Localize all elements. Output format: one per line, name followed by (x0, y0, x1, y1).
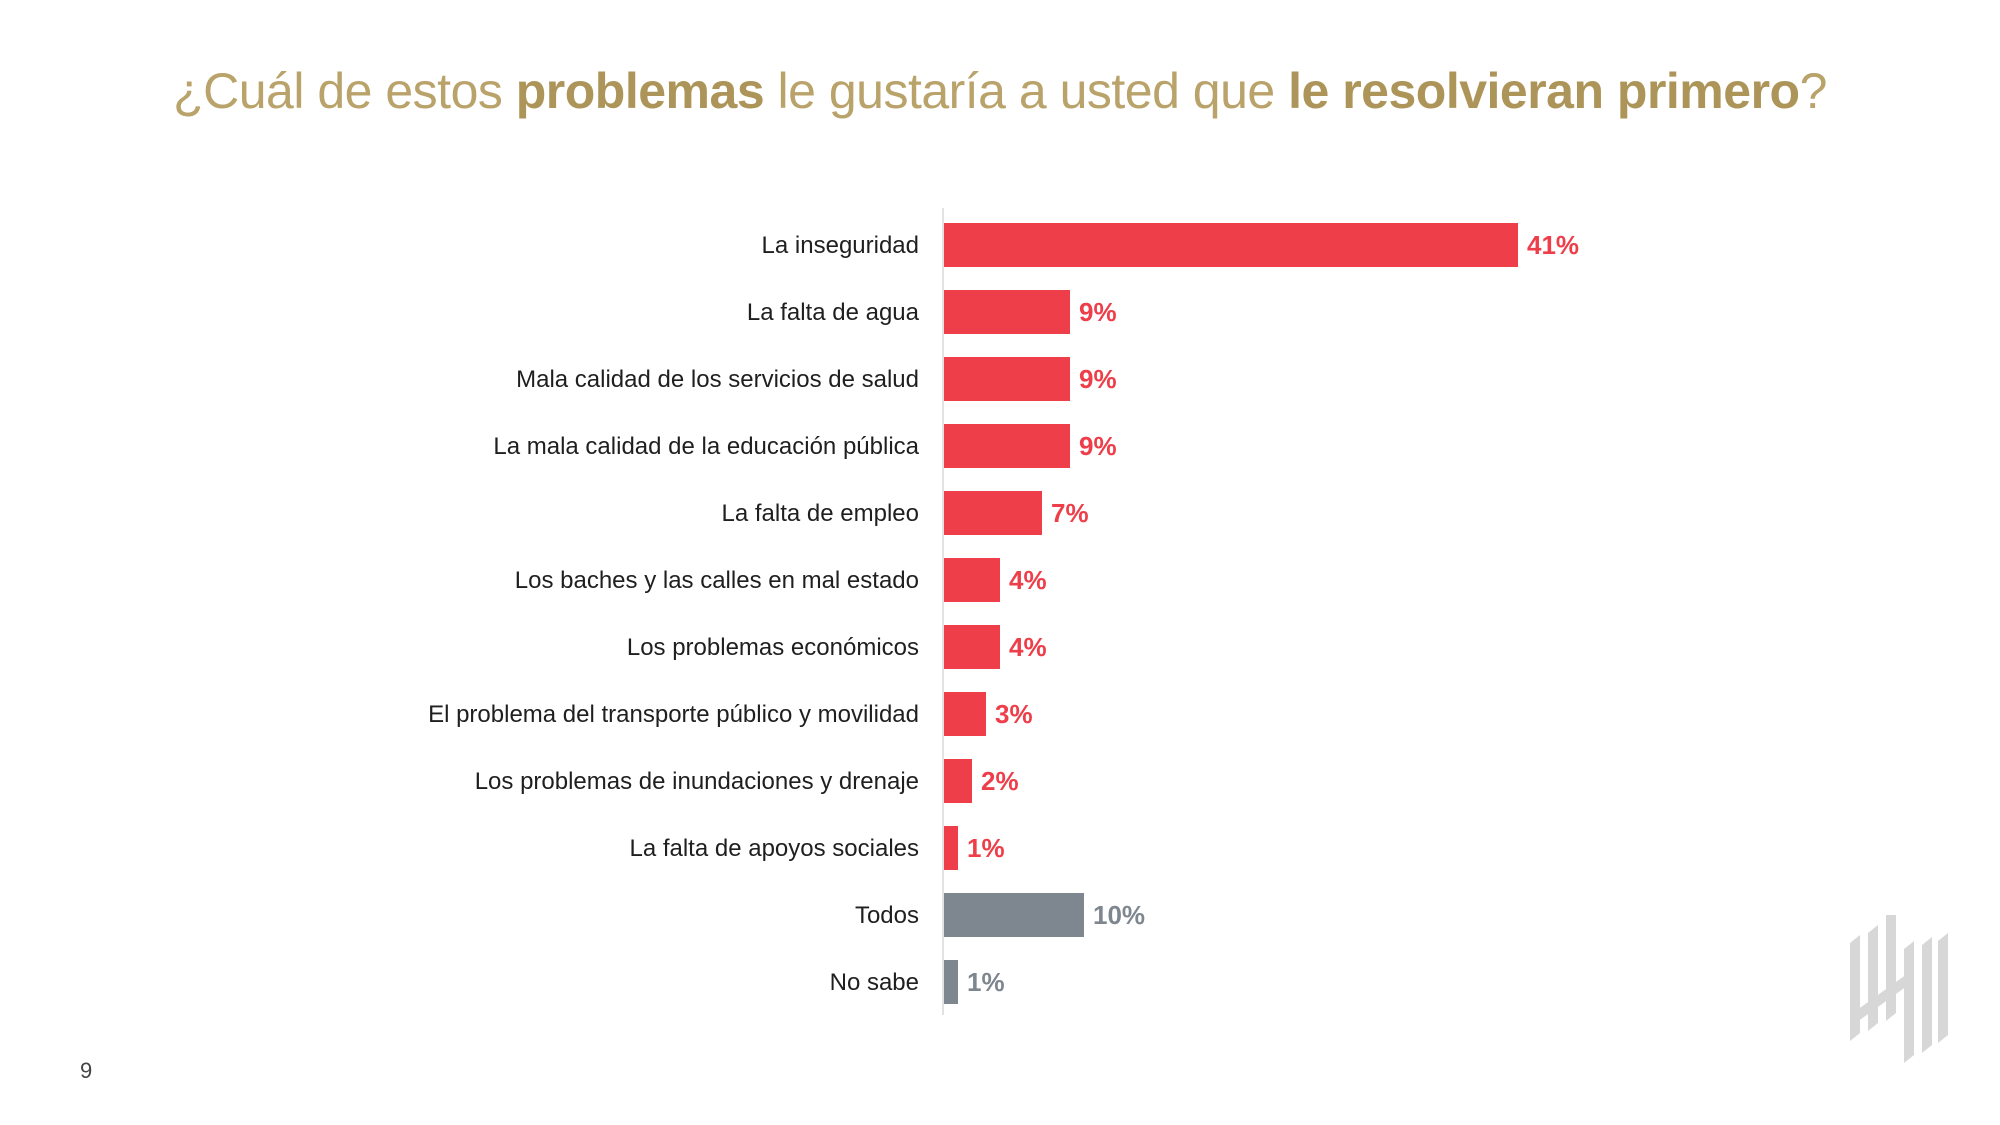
bar (944, 357, 1070, 401)
bar (944, 223, 1518, 267)
bar (944, 893, 1084, 937)
value-label: 9% (1079, 364, 1117, 394)
category-label: Mala calidad de los servicios de salud (516, 366, 919, 393)
title-part-1: ¿Cuál de estos (173, 63, 516, 119)
bar (944, 960, 958, 1004)
value-label: 9% (1079, 297, 1117, 327)
category-label: No sabe (830, 969, 919, 996)
bar (944, 759, 972, 803)
category-label: Los problemas de inundaciones y drenaje (475, 768, 919, 795)
value-label: 9% (1079, 431, 1117, 461)
value-label: 1% (967, 967, 1005, 997)
title-bold-2: le resolvieran primero (1288, 63, 1800, 119)
bar (944, 290, 1070, 334)
value-label: 1% (967, 833, 1005, 863)
value-label: 2% (981, 766, 1019, 796)
value-label: 4% (1009, 632, 1047, 662)
category-label: Los baches y las calles en mal estado (515, 567, 919, 594)
value-label: 41% (1527, 230, 1579, 260)
category-label: La inseguridad (762, 232, 919, 259)
bar (944, 491, 1042, 535)
category-label: Todos (855, 902, 919, 929)
company-logo-icon (1850, 915, 1948, 1063)
bar (944, 826, 958, 870)
value-label: 4% (1009, 565, 1047, 595)
bar (944, 558, 1000, 602)
value-label: 7% (1051, 498, 1089, 528)
chart-title: ¿Cuál de estos problemas le gustaría a u… (0, 62, 2000, 120)
category-label: El problema del transporte público y mov… (428, 701, 919, 728)
title-bold-1: problemas (515, 63, 765, 119)
category-label: La falta de empleo (722, 500, 919, 527)
bar (944, 692, 986, 736)
value-label: 3% (995, 699, 1033, 729)
category-label: Los problemas económicos (627, 634, 919, 661)
category-label: La falta de apoyos sociales (629, 835, 919, 862)
value-label: 10% (1093, 900, 1145, 930)
category-label: La mala calidad de la educación pública (493, 433, 919, 460)
title-part-2: le gustaría a usted que (764, 63, 1289, 119)
category-label: La falta de agua (747, 299, 920, 326)
page-number: 9 (80, 1058, 93, 1083)
title-part-3: ? (1799, 63, 1828, 119)
bar (944, 424, 1070, 468)
bar (944, 625, 1000, 669)
